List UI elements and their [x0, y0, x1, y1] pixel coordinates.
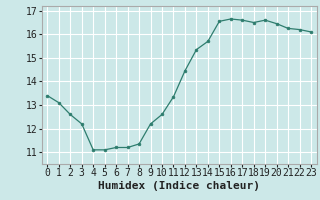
X-axis label: Humidex (Indice chaleur): Humidex (Indice chaleur): [98, 181, 260, 191]
